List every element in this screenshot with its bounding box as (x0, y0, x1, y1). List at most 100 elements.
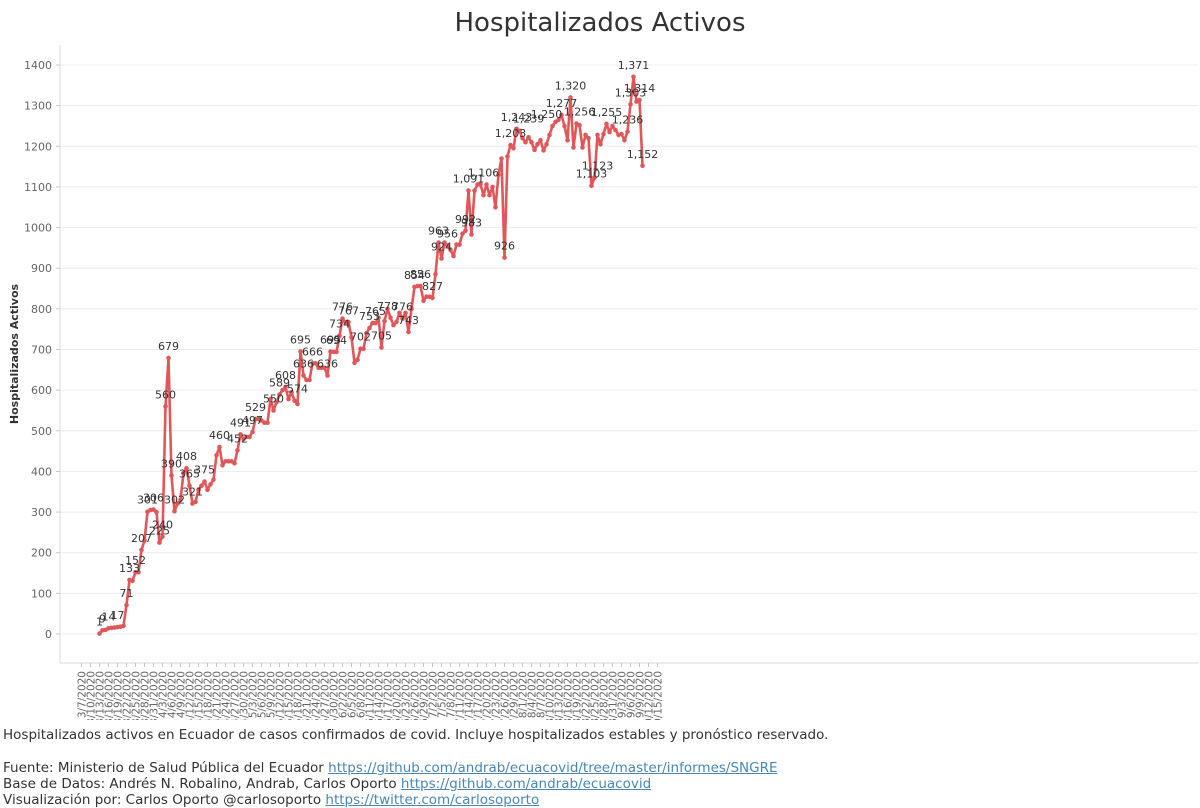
data-point (526, 135, 531, 140)
data-point (595, 132, 600, 138)
data-label: 963 (428, 225, 449, 238)
data-point (532, 147, 537, 153)
data-point (352, 360, 357, 366)
x-tick-label: 4/30/2020 (239, 671, 251, 720)
data-point (406, 329, 411, 335)
data-point (250, 429, 255, 435)
data-point (124, 602, 129, 608)
data-point (511, 146, 516, 151)
data-point (388, 315, 393, 321)
data-label: 9 (99, 612, 106, 625)
data-label: 695 (320, 334, 341, 347)
x-tick-label: 4/9/2020 (176, 671, 188, 718)
chart-description: Hospitalizados activos en Ecuador de cas… (3, 727, 829, 743)
data-label: 608 (275, 369, 296, 382)
data-point (337, 333, 342, 339)
data-label: 767 (338, 304, 359, 317)
data-label: 152 (125, 554, 146, 567)
database-link[interactable]: https://github.com/andrab/ecuacovid (400, 776, 652, 792)
data-label: 240 (152, 518, 173, 531)
data-point (322, 365, 327, 371)
x-tick-label: 6/20/2020 (392, 671, 404, 720)
x-tick-label: 7/17/2020 (473, 671, 485, 720)
data-label: 17 (111, 609, 125, 622)
data-point (565, 137, 570, 143)
data-point (175, 501, 180, 506)
data-label: 1,152 (627, 148, 659, 161)
data-point (430, 295, 435, 301)
data-label: 924 (431, 240, 452, 253)
x-tick-label: 4/12/2020 (185, 671, 197, 720)
data-point (622, 137, 627, 143)
x-tick-label: 7/14/2020 (464, 671, 476, 720)
data-point (583, 132, 588, 138)
x-tick-label: 9/9/2020 (635, 671, 647, 718)
data-point (166, 355, 171, 361)
axes: 0 100 200 300 400 500 600 700 800 900 1000 1100 1200… (8, 45, 1198, 720)
data-label: 302 (164, 493, 185, 506)
data-label: 460 (209, 429, 230, 442)
x-tick-label: 5/9/2020 (266, 671, 278, 718)
data-point (178, 497, 183, 503)
data-label: 1,091 (453, 173, 485, 186)
x-tick-label: 6/5/2020 (347, 671, 359, 718)
y-tick-label: 0 (45, 628, 52, 641)
data-point (307, 377, 312, 383)
data-point (283, 384, 288, 390)
y-tick-label: 300 (31, 506, 52, 519)
series-line-path (98, 75, 644, 635)
data-point (289, 389, 294, 395)
data-point (472, 188, 477, 193)
data-label: 636 (293, 358, 314, 371)
data-point (385, 306, 390, 312)
data-point (163, 404, 168, 409)
data-label: 491 (230, 416, 251, 429)
x-tick-label: 8/19/2020 (572, 671, 584, 720)
x-tick-label: 5/21/2020 (302, 671, 314, 720)
data-point (442, 240, 447, 245)
data-point (286, 396, 291, 402)
data-point (298, 349, 303, 354)
data-point (208, 482, 213, 487)
data-label: 827 (422, 280, 443, 293)
data-label: 695 (290, 334, 311, 347)
data-label: 734 (329, 318, 350, 331)
x-tick-label: 8/31/2020 (608, 671, 620, 720)
data-point (448, 247, 453, 253)
x-tick-label: 8/25/2020 (590, 671, 602, 720)
data-point (97, 631, 102, 636)
data-label: 306 (143, 492, 164, 505)
x-tick-label: 6/26/2020 (410, 671, 422, 720)
database-label: Base de Datos: Andrés N. Robalino, Andra… (3, 776, 401, 792)
x-tick-label: 5/3/2020 (248, 671, 260, 718)
data-point (157, 540, 162, 545)
data-label: 743 (398, 314, 419, 327)
x-tick-label: 7/20/2020 (482, 671, 494, 720)
data-point (517, 128, 522, 134)
data-point (196, 487, 201, 493)
data-label: 133 (119, 562, 140, 575)
data-label: 666 (302, 345, 323, 358)
data-point (610, 123, 615, 129)
data-point (481, 192, 486, 198)
source-link[interactable]: https://github.com/andrab/ecuacovid/tree… (328, 760, 778, 776)
data-point (505, 154, 510, 159)
data-point (136, 569, 141, 575)
data-label: 408 (176, 450, 197, 463)
data-label: 702 (350, 331, 371, 344)
visualization-label: Visualización por: Carlos Oporto @carlos… (3, 792, 326, 808)
data-point (169, 473, 174, 478)
data-point (478, 182, 483, 187)
data-point (187, 483, 192, 489)
data-label: 1,106 (468, 166, 500, 179)
data-point (421, 298, 426, 304)
data-point (562, 123, 567, 129)
data-point (493, 205, 498, 210)
data-label: 1,303 (615, 86, 647, 99)
data-label: 1,371 (618, 59, 650, 72)
database-line: Base de Datos: Andrés N. Robalino, Andra… (3, 776, 651, 792)
x-tick-label: 8/7/2020 (536, 671, 548, 718)
data-point (325, 373, 330, 378)
visualization-link[interactable]: https://twitter.com/carlosoporto (325, 792, 540, 808)
